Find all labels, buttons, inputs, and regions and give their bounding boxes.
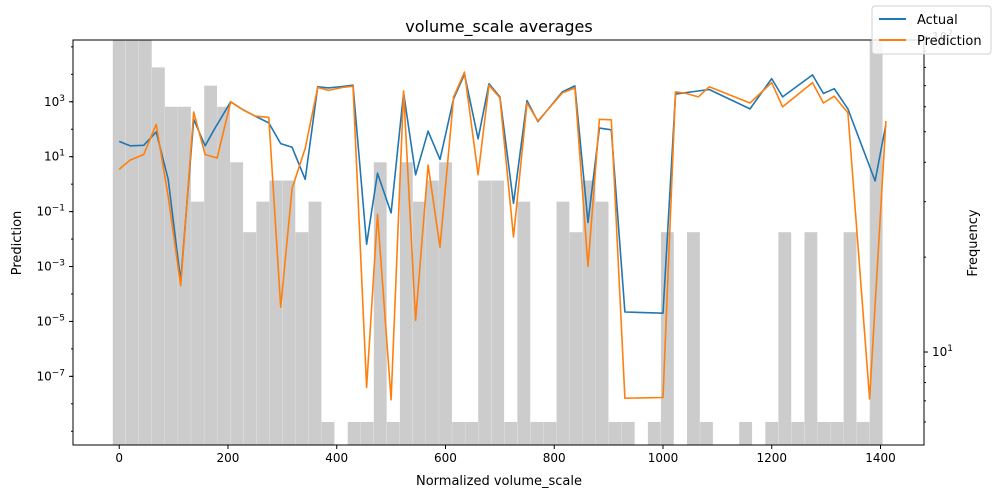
y-axis-label: Prediction [10,211,25,276]
x-tick-label: 800 [543,451,566,465]
x-axis-label: Normalized volume_scale [416,474,582,489]
histogram-bar [830,421,844,445]
histogram-bar [608,421,622,445]
y-tick-label: 10−5 [36,313,65,328]
y-axis-right: 102101 [924,29,953,423]
y-tick-label: 10−7 [36,368,65,383]
histogram-bar [569,232,583,445]
histogram-bar [765,421,779,445]
chart-title: volume_scale averages [405,17,592,37]
histogram-bar [687,232,700,445]
histogram-bar [700,421,713,445]
x-tick-label: 600 [434,451,457,465]
histogram-bar [452,421,465,445]
y-tick-label: 10−3 [36,259,65,274]
histogram-bar [791,421,805,445]
histogram-bar [386,421,400,445]
histogram-bar [282,180,296,446]
y2-axis-label: Frequency [966,209,981,276]
histogram-bar [243,232,257,445]
histogram-bar [478,180,492,446]
histogram-bar [204,85,217,445]
histogram-bar [856,421,870,445]
histogram-bar [439,162,452,445]
y2-tick-label: 101 [932,344,953,359]
histogram-bar [869,40,883,445]
histogram-bar [556,201,570,445]
histogram-bar [138,40,152,445]
histogram-bar [269,180,283,446]
histogram-bar [739,421,753,445]
histogram-bar [347,421,361,445]
histogram-bar [517,201,531,445]
legend-label-actual: Actual [917,13,958,28]
histogram-bar [621,421,635,445]
legend-label-prediction: Prediction [917,34,982,49]
x-tick-label: 0 [115,451,123,465]
histogram-bar [491,180,505,446]
histogram-bar [308,201,322,445]
histogram-bar [321,421,335,445]
histogram-bar [465,421,478,445]
histogram-bar [151,67,165,445]
plot-frame [72,39,925,446]
x-tick-label: 1000 [648,451,679,465]
histogram-bar [426,180,439,446]
histogram-bar [191,201,204,445]
series-line-prediction [118,71,887,401]
histogram-bar [504,421,518,445]
histogram-bar [543,421,557,445]
histogram-bar [217,106,231,446]
x-axis: 0 200 400 600 800 1000 1200 1400 [115,445,896,465]
y-tick-label: 101 [44,149,65,164]
histogram-bar [647,421,661,445]
legend: Actual Prediction [871,5,992,55]
y-tick-label: 103 [44,94,65,109]
y-tick-label: 10−1 [36,204,65,219]
x-tick-label: 1400 [865,451,896,465]
x-tick-label: 200 [217,451,240,465]
histogram-bar [165,106,178,446]
series-lines [118,71,887,401]
histogram-bar [843,232,857,445]
histogram-bar [778,232,792,445]
histogram-bar [125,40,139,445]
histogram-bar [817,421,831,445]
x-tick-label: 400 [325,451,348,465]
histogram-bar [399,162,413,445]
y-axis-left: 103 101 10−1 10−3 10−5 10−7 [36,46,73,432]
histogram-bar [112,40,126,445]
histogram-bar [804,232,818,445]
histogram-bar [660,232,674,445]
x-tick-label: 1200 [756,451,787,465]
histogram-bar [530,421,544,445]
histogram-bar [595,201,609,445]
series-line-actual [118,73,887,314]
histogram-bar [295,232,309,445]
histogram [112,40,883,446]
histogram-bar [230,162,244,445]
histogram-bar [360,421,374,445]
histogram-bar [256,201,270,445]
histogram-bar [412,201,426,445]
